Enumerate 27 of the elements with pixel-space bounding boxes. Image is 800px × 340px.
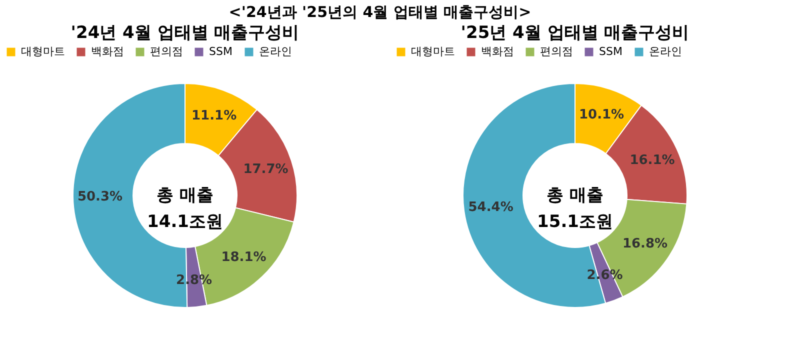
text: 14.1조원 [147,212,223,232]
legend-label: 대형마트 [21,45,65,58]
legend-label: SSM [209,45,232,58]
data-label: 11.1% [191,108,237,124]
legend-label: 편의점 [540,45,573,58]
data-label: 50.3% [77,189,123,204]
legend-label: 편의점 [150,45,183,58]
legend-label: SSM [599,45,622,58]
data-label: 54.4% [468,200,514,216]
data-label: 10.1% [578,108,624,123]
legend-label: 온라인 [649,45,682,58]
text: 15.1조원 [537,212,613,232]
chart-subtitle: '25년 4월 업태별 매출구성비 [460,23,690,43]
data-label: 16.1% [630,153,675,168]
data-label: 16.8% [622,236,668,252]
legend-label: 대형마트 [411,45,455,58]
data-label: 18.1% [221,250,266,265]
data-label: 17.7% [243,162,288,177]
text: 총 매출 [156,186,214,206]
legend-label: 온라인 [259,45,292,58]
legend-label: 백화점 [481,45,514,58]
text: <'24년과 '25년의 4월 업태별 매출구성비> [228,3,532,21]
data-label: 2.6% [586,268,623,284]
text: 총 매출 [546,186,604,206]
data-label: 2.8% [176,273,212,288]
legend-label: 백화점 [91,45,124,58]
chart-subtitle: '24년 4월 업태별 매출구성비 [70,23,300,43]
